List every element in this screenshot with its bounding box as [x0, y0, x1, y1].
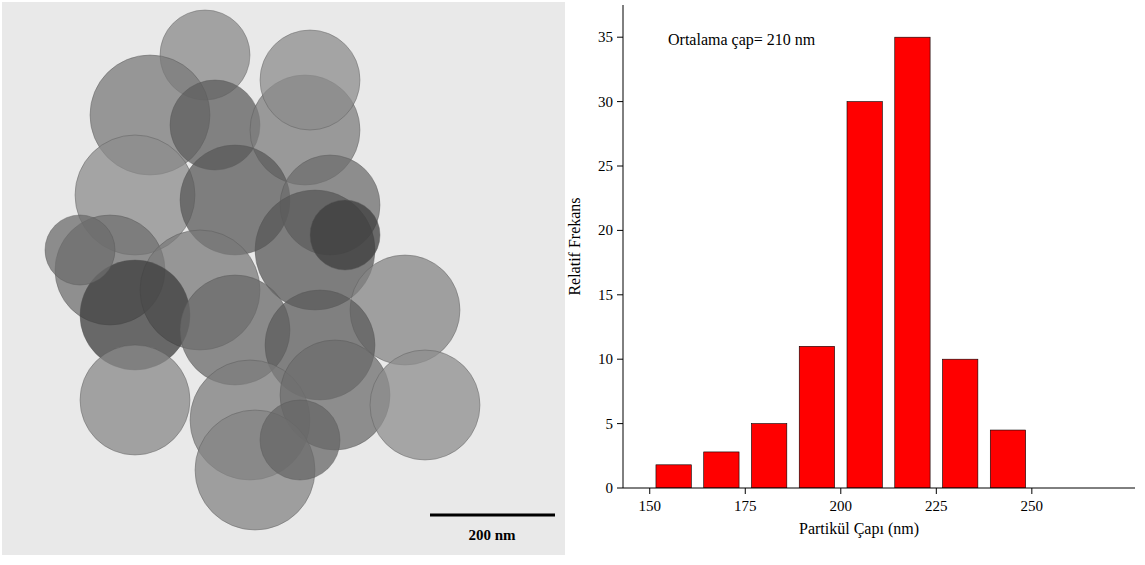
bar — [990, 430, 1025, 488]
x-axis-title: Partikül Çapı (nm) — [799, 520, 919, 538]
particle — [260, 400, 340, 480]
bar — [656, 465, 691, 488]
page: 200 nm 0 5 10 15 20 25 30 35 150 175 200 225 250 Parti… — [0, 0, 1145, 565]
x-tick — [649, 488, 650, 494]
annotation: Ortalama çap= 210 nm — [668, 31, 816, 49]
y-tick-label: 25 — [598, 158, 613, 174]
x-tick — [840, 488, 841, 494]
y-tick-label: 20 — [598, 222, 613, 238]
particle — [310, 200, 380, 270]
x-axis — [623, 488, 1135, 489]
x-tick-label: 175 — [734, 498, 757, 514]
particle — [260, 30, 360, 130]
y-tick-label: 35 — [598, 29, 613, 45]
y-tick — [617, 230, 623, 231]
y-tick-label: 0 — [606, 480, 614, 496]
y-tick — [617, 294, 623, 295]
x-tick-label: 225 — [925, 498, 948, 514]
particle — [45, 215, 115, 285]
y-tick-label: 5 — [606, 416, 614, 432]
x-tick-label: 150 — [638, 498, 661, 514]
particle — [80, 345, 190, 455]
y-axis — [623, 5, 624, 488]
bar — [943, 359, 978, 488]
bar — [799, 346, 834, 488]
y-tick — [617, 37, 623, 38]
y-tick — [617, 359, 623, 360]
scale-bar-label: 200 nm — [468, 527, 516, 543]
y-tick-label: 15 — [598, 287, 613, 303]
bar — [704, 452, 739, 488]
x-tick — [745, 488, 746, 494]
bar — [751, 424, 786, 488]
x-tick-label: 250 — [1021, 498, 1044, 514]
bar — [847, 102, 882, 488]
scale-bar — [430, 514, 555, 517]
y-axis-title: Relatif Frekans — [566, 197, 583, 295]
bars — [656, 37, 1026, 488]
tem-image — [2, 2, 565, 555]
y-tick — [617, 488, 623, 489]
x-tick — [1031, 488, 1032, 494]
y-tick-label: 30 — [598, 94, 613, 110]
particle — [370, 350, 480, 460]
y-tick — [617, 423, 623, 424]
x-tick — [936, 488, 937, 494]
bar — [895, 37, 930, 488]
y-tick — [617, 166, 623, 167]
y-tick-label: 10 — [598, 351, 613, 367]
image-background — [2, 2, 565, 555]
y-tick — [617, 101, 623, 102]
x-tick-label: 200 — [830, 498, 853, 514]
